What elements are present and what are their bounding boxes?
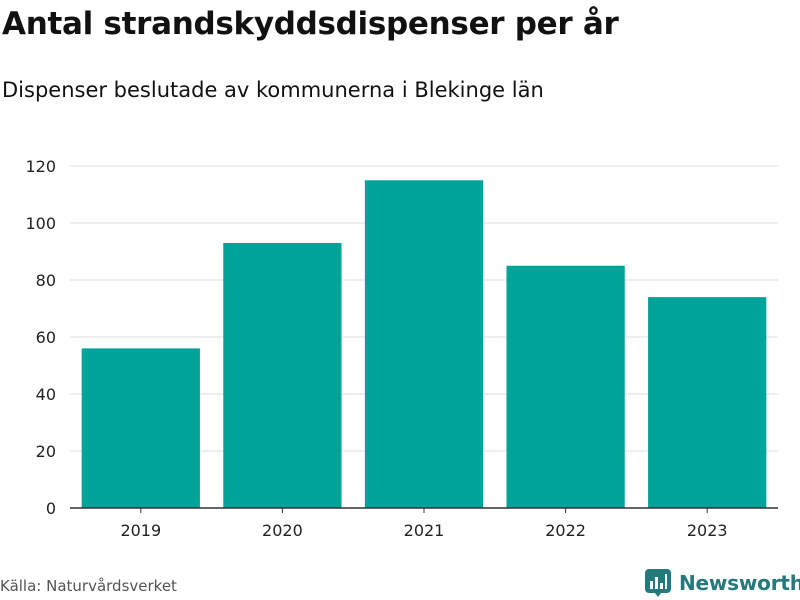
x-tick-label: 2023 [687,521,728,540]
brand-logo[interactable]: Newsworthy [645,569,800,597]
bar-2021[interactable] [364,180,484,508]
x-tick-label: 2021 [404,521,445,540]
y-tick-label: 20 [36,442,56,461]
chart-subtitle: Dispenser beslutade av kommunerna i Blek… [2,78,544,102]
y-tick-label: 40 [36,385,56,404]
x-tick-label: 2022 [545,521,586,540]
bar-2020[interactable] [223,242,342,508]
y-tick-label: 0 [46,499,56,518]
newsworthy-logo-icon [645,569,671,597]
x-tick-label: 2019 [120,521,161,540]
bar-2023[interactable] [648,297,767,508]
y-tick-label: 80 [36,271,56,290]
y-tick-label: 120 [25,157,56,176]
chart-title: Antal strandskyddsdispenser per år [2,6,619,42]
y-tick-label: 100 [25,214,56,233]
bar-2019[interactable] [81,348,200,508]
y-tick-label: 60 [36,328,56,347]
x-tick-label: 2020 [262,521,303,540]
bar-2022[interactable] [506,265,625,508]
brand-name: Newsworthy [679,571,800,595]
source-note: Källa: Naturvårdsverket [0,577,177,595]
